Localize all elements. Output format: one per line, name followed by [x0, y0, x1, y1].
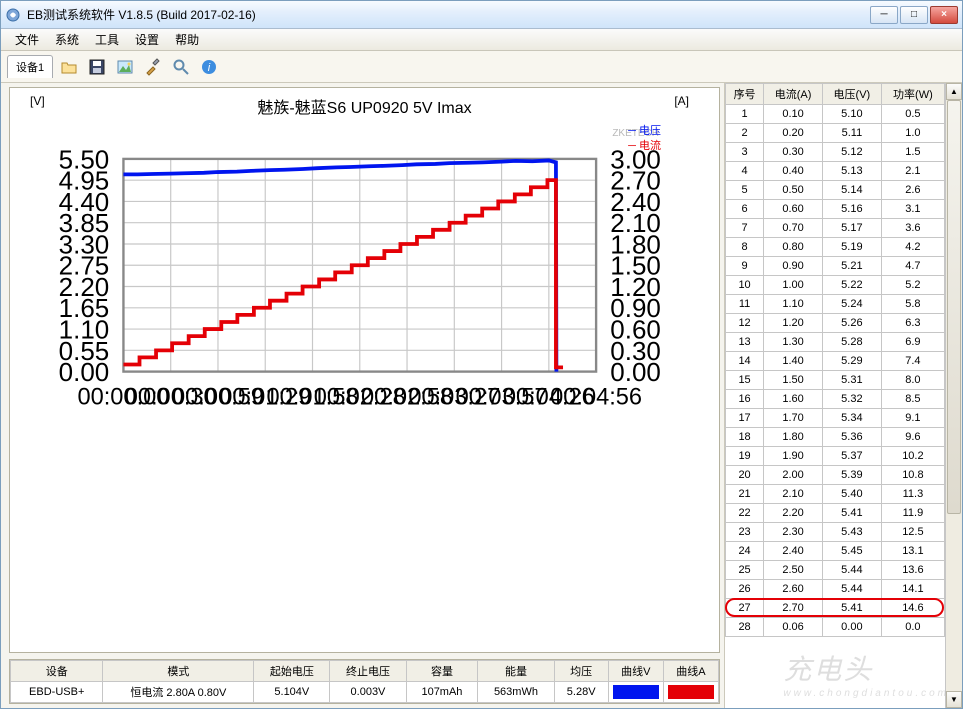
table-row[interactable]: 20.205.111.0 [726, 124, 945, 143]
data-header: 序号 [726, 84, 764, 105]
summary-header: 设备 [11, 661, 103, 682]
cell-energy: 563mWh [478, 682, 554, 703]
table-row[interactable]: 191.905.3710.2 [726, 447, 945, 466]
data-header: 电压(V) [822, 84, 881, 105]
table-row[interactable]: 232.305.4312.5 [726, 523, 945, 542]
table-row[interactable]: 30.305.121.5 [726, 143, 945, 162]
svg-text:3.00: 3.00 [610, 144, 661, 174]
save-icon[interactable] [85, 55, 109, 79]
open-icon[interactable] [57, 55, 81, 79]
cell-avgv: 5.28V [554, 682, 608, 703]
app-icon [5, 7, 21, 23]
table-row[interactable]: 151.505.318.0 [726, 371, 945, 390]
toolbar: 设备1 i [1, 51, 962, 83]
zoom-icon[interactable] [169, 55, 193, 79]
summary-header: 能量 [478, 661, 554, 682]
table-row[interactable]: 60.605.163.1 [726, 200, 945, 219]
scroll-up-icon[interactable]: ▲ [946, 83, 962, 100]
menu-system[interactable]: 系统 [47, 29, 87, 50]
info-icon[interactable]: i [197, 55, 221, 79]
table-row[interactable]: 111.105.245.8 [726, 295, 945, 314]
summary-header: 容量 [406, 661, 478, 682]
titlebar[interactable]: EB测试系统软件 V1.8.5 (Build 2017-02-16) ─ □ × [1, 1, 962, 29]
data-header: 电流(A) [764, 84, 823, 105]
svg-text:5.50: 5.50 [59, 144, 110, 174]
window-title: EB测试系统软件 V1.8.5 (Build 2017-02-16) [27, 6, 870, 23]
table-row[interactable]: 272.705.4114.6 [726, 599, 945, 618]
table-row[interactable]: 121.205.266.3 [726, 314, 945, 333]
data-header: 功率(W) [881, 84, 944, 105]
menu-tools[interactable]: 工具 [87, 29, 127, 50]
table-row[interactable]: 70.705.173.6 [726, 219, 945, 238]
data-pane: 序号电流(A)电压(V)功率(W)10.105.100.520.205.111.… [724, 83, 962, 708]
cell-capacity: 107mAh [406, 682, 478, 703]
cell-curvev [608, 682, 663, 703]
table-row[interactable]: 90.905.214.7 [726, 257, 945, 276]
table-row[interactable]: 222.205.4111.9 [726, 504, 945, 523]
data-table: 序号电流(A)电压(V)功率(W)10.105.100.520.205.111.… [725, 83, 945, 637]
menubar: 文件 系统 工具 设置 帮助 [1, 29, 962, 51]
svg-text:00:04:56: 00:04:56 [550, 385, 642, 411]
cell-startv: 5.104V [254, 682, 330, 703]
tab-device1[interactable]: 设备1 [7, 55, 53, 78]
scrollbar[interactable]: ▲ ▼ [945, 83, 962, 708]
summary-table: 设备模式起始电压终止电压容量能量均压曲线V曲线A EBD-USB+ 恒电流 2.… [9, 659, 720, 704]
cell-endv: 0.003V [330, 682, 406, 703]
summary-header: 曲线A [663, 661, 718, 682]
table-row[interactable]: 161.605.328.5 [726, 390, 945, 409]
chart-plot: 0.000.000.550.301.100.601.650.902.201.20… [10, 88, 719, 443]
scroll-thumb[interactable] [947, 100, 961, 514]
table-row[interactable]: 262.605.4414.1 [726, 580, 945, 599]
table-row[interactable]: 50.505.142.6 [726, 181, 945, 200]
summary-header: 模式 [103, 661, 254, 682]
app-window: EB测试系统软件 V1.8.5 (Build 2017-02-16) ─ □ ×… [0, 0, 963, 709]
maximize-button[interactable]: □ [900, 6, 928, 24]
menu-help[interactable]: 帮助 [167, 29, 207, 50]
table-row[interactable]: 10.105.100.5 [726, 105, 945, 124]
chart-box: [V] 魅族-魅蓝S6 UP0920 5V Imax [A] ZKETECH ─… [9, 87, 720, 653]
close-button[interactable]: × [930, 6, 958, 24]
scroll-down-icon[interactable]: ▼ [946, 691, 962, 708]
summary-header: 起始电压 [254, 661, 330, 682]
table-row[interactable]: 242.405.4513.1 [726, 542, 945, 561]
table-row[interactable]: 252.505.4413.6 [726, 561, 945, 580]
table-row[interactable]: 212.105.4011.3 [726, 485, 945, 504]
summary-header: 终止电压 [330, 661, 406, 682]
table-row[interactable]: 202.005.3910.8 [726, 466, 945, 485]
tools-icon[interactable] [141, 55, 165, 79]
table-row[interactable]: 181.805.369.6 [726, 428, 945, 447]
summary-header: 曲线V [608, 661, 663, 682]
cell-mode: 恒电流 2.80A 0.80V [103, 682, 254, 703]
menu-file[interactable]: 文件 [7, 29, 47, 50]
table-row[interactable]: 40.405.132.1 [726, 162, 945, 181]
table-row[interactable]: 101.005.225.2 [726, 276, 945, 295]
scroll-track[interactable] [946, 100, 962, 691]
table-row[interactable]: 141.405.297.4 [726, 352, 945, 371]
minimize-button[interactable]: ─ [870, 6, 898, 24]
cell-curvea [663, 682, 718, 703]
table-row[interactable]: 80.805.194.2 [726, 238, 945, 257]
table-row[interactable]: 131.305.286.9 [726, 333, 945, 352]
table-row[interactable]: 171.705.349.1 [726, 409, 945, 428]
chart-pane: [V] 魅族-魅蓝S6 UP0920 5V Imax [A] ZKETECH ─… [1, 83, 724, 708]
menu-settings[interactable]: 设置 [127, 29, 167, 50]
image-icon[interactable] [113, 55, 137, 79]
table-row[interactable]: 280.060.000.0 [726, 618, 945, 637]
cell-device: EBD-USB+ [11, 682, 103, 703]
summary-header: 均压 [554, 661, 608, 682]
